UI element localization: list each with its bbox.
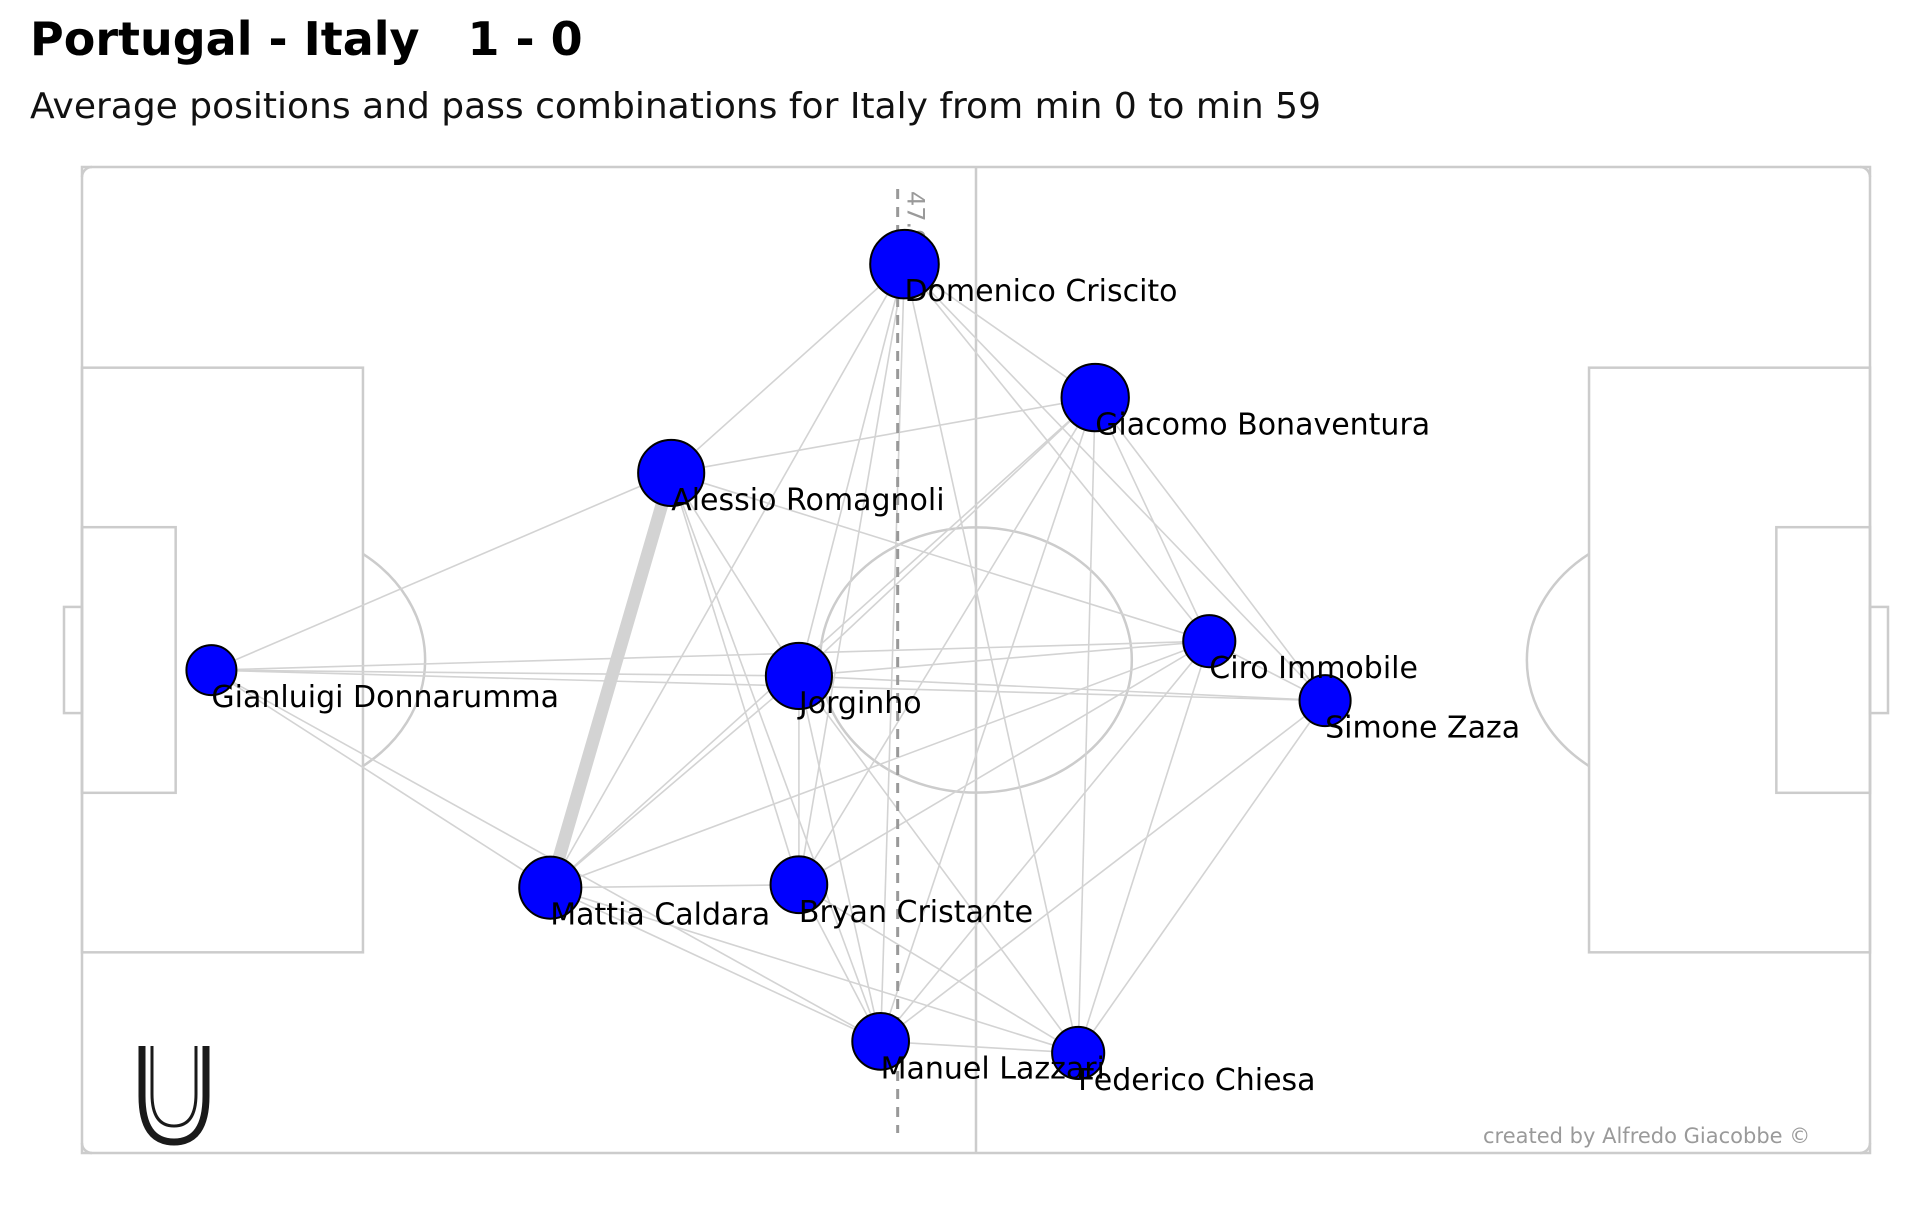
pass-edge: [798, 884, 882, 1042]
pass-edge: [550, 886, 1079, 1054]
pass-edge: [670, 472, 800, 677]
credit-text: created by Alfredo Giacobbe ©: [1483, 1124, 1810, 1148]
pass-edge: [798, 396, 1096, 677]
player-node: [851, 1012, 910, 1071]
pass-edge: [670, 472, 800, 885]
player-label: Ciro Immobile: [1209, 651, 1418, 686]
pass-edge: [903, 263, 1079, 1054]
goal-area-left: [80, 525, 177, 795]
pass-edge: [798, 675, 1079, 1054]
pass-edge: [1077, 397, 1096, 1053]
player-label: Manuel Lazzari: [881, 1051, 1105, 1086]
pass-edge: [880, 640, 1210, 1042]
pass-edge: [549, 263, 906, 889]
pass-edge: [671, 396, 1096, 474]
goal-area-right: [1775, 525, 1872, 795]
pass-edge: [880, 1040, 1079, 1054]
player-label: Jorginho: [797, 686, 922, 721]
pass-edge: [798, 675, 882, 1042]
player-node: [869, 228, 940, 300]
player-label: Giacomo Bonaventura: [1095, 408, 1430, 443]
player-node: [518, 855, 583, 920]
player-node: [764, 641, 833, 711]
pass-edge: [879, 264, 906, 1042]
player-label: Domenico Criscito: [904, 274, 1177, 309]
player-label: Mattia Caldara: [550, 898, 770, 933]
pass-edge: [210, 669, 551, 889]
brand-logo: [138, 1046, 210, 1146]
pass-edge: [798, 263, 906, 677]
corner-arc-2: [80, 1142, 93, 1155]
pitch-markings: [62, 165, 1890, 1155]
pass-edge: [879, 397, 1096, 1042]
pass-edge: [549, 396, 1096, 889]
pass-edge: [211, 669, 882, 1043]
corner-arc-0: [80, 165, 93, 178]
chart-subtitle: Average positions and pass combinations …: [30, 86, 1321, 127]
pass-edge: [798, 675, 1326, 702]
pass-edge: [549, 886, 881, 1043]
pass-edge: [211, 472, 672, 671]
pass-edge: [550, 640, 1210, 889]
pass-edge: [550, 883, 799, 889]
pass-edge: [1094, 397, 1211, 642]
pass-edge: [798, 264, 906, 885]
player-node: [769, 855, 829, 915]
pass-edge: [670, 472, 882, 1042]
player-node: [1051, 1025, 1106, 1080]
penalty-arc-left: [362, 552, 427, 768]
goal-right: [1868, 605, 1890, 715]
pass-edge: [798, 640, 1210, 677]
pass-edge: [1077, 700, 1326, 1054]
pass-edge: [549, 675, 800, 889]
pass-edge: [670, 472, 1210, 642]
player-label: Federico Chiesa: [1078, 1063, 1315, 1098]
pass-edges: [210, 263, 1326, 1054]
player-labels: Gianluigi Donnarumma Alessio Romagnoli Mat…: [211, 274, 1520, 1098]
pass-edge: [211, 640, 1210, 671]
player-nodes: [185, 228, 1352, 1080]
penalty-area-right: [1587, 366, 1872, 954]
corner-arc-3: [1859, 1142, 1872, 1155]
player-node: [1060, 362, 1130, 433]
pass-edge: [798, 884, 1079, 1054]
pass-edge: [211, 669, 799, 677]
player-node: [1182, 614, 1237, 669]
pass-edge: [880, 699, 1326, 1042]
penalty-arc-right: [1525, 552, 1590, 768]
pass-edge: [904, 263, 1096, 399]
pass-edge: [1094, 397, 1326, 702]
chart-title: Portugal - Italy 1 - 0: [30, 12, 583, 66]
pass-edge: [670, 263, 906, 474]
pass-edge: [1077, 640, 1211, 1054]
corner-arc-1: [1859, 165, 1872, 178]
player-label: Simone Zaza: [1325, 711, 1520, 746]
player-label: Bryan Cristante: [799, 895, 1033, 930]
pass-edge: [798, 397, 1096, 886]
player-node: [1298, 674, 1352, 728]
pass-edge: [903, 263, 1326, 702]
pass-edge: [798, 640, 1210, 886]
pass-edge: [903, 263, 1210, 642]
player-node: [637, 438, 706, 508]
player-node: [185, 644, 238, 697]
player-label: Alessio Romagnoli: [671, 483, 944, 518]
player-label: Gianluigi Donnarumma: [211, 680, 559, 715]
goal-left: [62, 605, 84, 715]
